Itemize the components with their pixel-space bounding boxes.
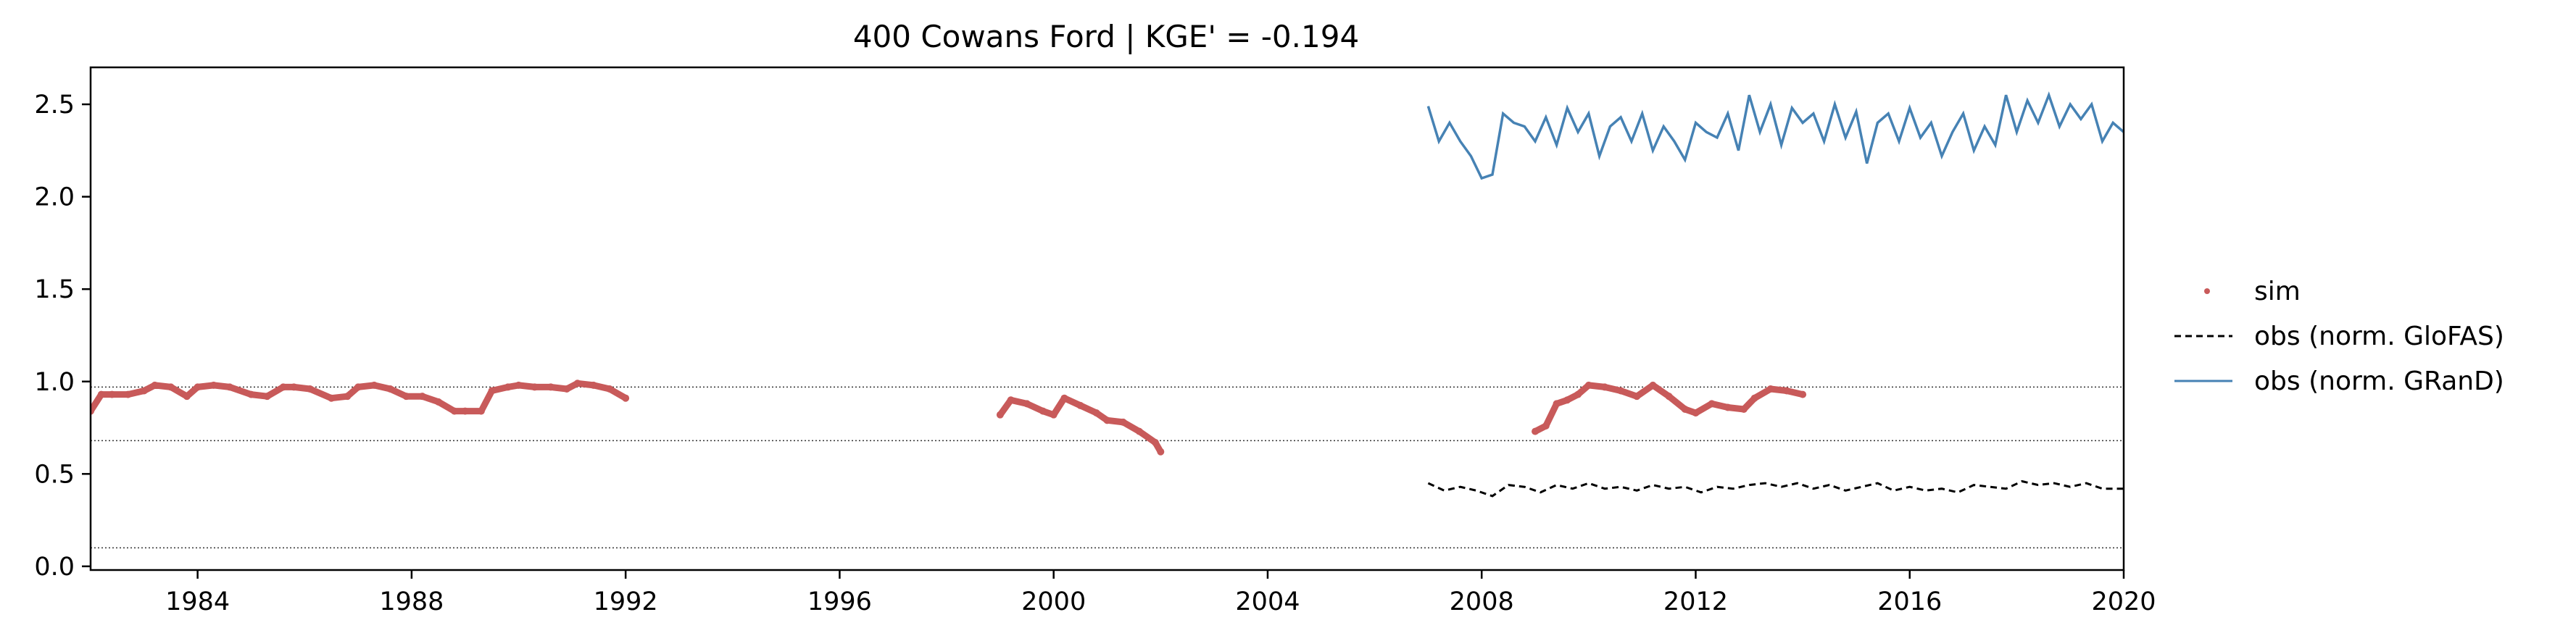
legend-marker-sim: [2204, 288, 2210, 294]
sim-point: [402, 393, 410, 401]
sim-point: [1681, 406, 1689, 414]
sim-point: [140, 387, 148, 395]
sim-point: [354, 383, 362, 391]
x-tick-label: 2000: [1021, 587, 1086, 616]
y-tick-label: 0.0: [34, 553, 75, 582]
sim-point: [151, 381, 159, 389]
y-tick-label: 1.0: [34, 368, 75, 397]
sim-point: [1023, 400, 1031, 408]
sim-point: [1050, 411, 1058, 419]
sim-point: [1692, 409, 1700, 417]
axes: 1984 1988 1992 1996 2000 2004 2008 2012 2016 2020…: [34, 66, 2156, 616]
sim-point: [1724, 403, 1732, 411]
sim-point: [562, 385, 570, 393]
sim-point: [547, 383, 554, 391]
sim-point: [1060, 394, 1068, 402]
sim-point: [589, 381, 597, 389]
legend-label: obs (norm. GloFAS): [2254, 322, 2504, 351]
sim-point: [1076, 401, 1084, 409]
sim-point: [606, 385, 614, 393]
sim-point: [1103, 416, 1111, 424]
sim-point: [1649, 381, 1657, 389]
sim-point: [1574, 390, 1582, 398]
sim-point: [434, 398, 442, 406]
sim-point: [1750, 394, 1758, 402]
x-tick-label: 2020: [2091, 587, 2156, 616]
sim-point: [344, 393, 352, 401]
sim-point: [328, 394, 336, 402]
x-tick-label: 2004: [1235, 587, 1300, 616]
sim-point: [1157, 448, 1165, 456]
sim-point: [1633, 393, 1641, 401]
glofas-line: [1427, 479, 2124, 498]
plot-area: [91, 91, 2124, 549]
sim-point: [418, 393, 426, 401]
x-tick-label: 1984: [165, 587, 230, 616]
x-tick-label: 1992: [594, 587, 658, 616]
sim-point: [1617, 387, 1625, 395]
sim-point: [1542, 422, 1550, 430]
sim-point: [263, 393, 271, 401]
sim-point: [1799, 390, 1807, 398]
sim-point: [1532, 427, 1540, 435]
sim-point: [488, 387, 496, 395]
sim-point: [1766, 385, 1774, 393]
y-tick-label: 2.5: [34, 91, 75, 120]
sim-point: [1600, 383, 1608, 391]
x-tick-label: 1996: [807, 587, 872, 616]
x-tick-label: 2008: [1450, 587, 1514, 616]
sim-point: [531, 383, 539, 391]
sim-point: [209, 381, 217, 389]
sim-point: [1740, 406, 1748, 414]
sim-point: [108, 390, 116, 398]
sim-point: [1553, 400, 1561, 408]
sim-point: [504, 383, 512, 391]
sim-point: [1708, 400, 1716, 408]
sim-point: [370, 381, 378, 389]
chart-title: 400 Cowans Ford | KGE' = -0.194: [853, 19, 1359, 54]
y-tick-label: 2.0: [34, 183, 75, 212]
y-tick-label: 0.5: [34, 460, 75, 489]
sim-point: [1782, 387, 1790, 395]
plot-content: [91, 91, 2124, 549]
sim-point: [1584, 381, 1592, 389]
x-tick-label: 2016: [1877, 587, 1942, 616]
sim-point: [306, 385, 314, 393]
sim-point: [573, 380, 581, 387]
sim-point: [97, 390, 105, 398]
sim-point: [1039, 407, 1047, 415]
x-tick-label: 1988: [379, 587, 444, 616]
sim-point: [1135, 427, 1143, 435]
y-tick-label: 1.5: [34, 275, 75, 304]
sim-point: [1665, 393, 1673, 401]
sim-point: [279, 383, 287, 391]
sim-point: [450, 407, 458, 415]
sim-point: [996, 411, 1004, 419]
grand-line: [1426, 91, 2124, 180]
sim-point: [515, 381, 523, 389]
x-tick-label: 2012: [1663, 587, 1728, 616]
sim-point: [183, 393, 191, 401]
sim-point: [290, 383, 298, 391]
sim-point: [124, 390, 132, 398]
sim-point: [477, 407, 485, 415]
sim-point: [386, 385, 394, 393]
sim-point: [167, 383, 175, 391]
legend-label: obs (norm. GRanD): [2254, 366, 2504, 396]
sim-point: [461, 407, 469, 415]
sim-point: [1007, 396, 1015, 404]
sim-point: [247, 390, 255, 398]
sim-point: [622, 394, 630, 402]
sim-point: [1119, 418, 1127, 426]
sim-point: [225, 383, 233, 391]
sim-point: [1151, 438, 1159, 446]
sim-point: [1563, 396, 1571, 404]
sim-point: [1092, 409, 1100, 417]
axes-frame: [89, 66, 2125, 571]
legend: sim obs (norm. GloFAS) obs (norm. GRanD): [2174, 277, 2504, 396]
sim-point: [194, 383, 201, 391]
legend-label: sim: [2254, 277, 2301, 306]
